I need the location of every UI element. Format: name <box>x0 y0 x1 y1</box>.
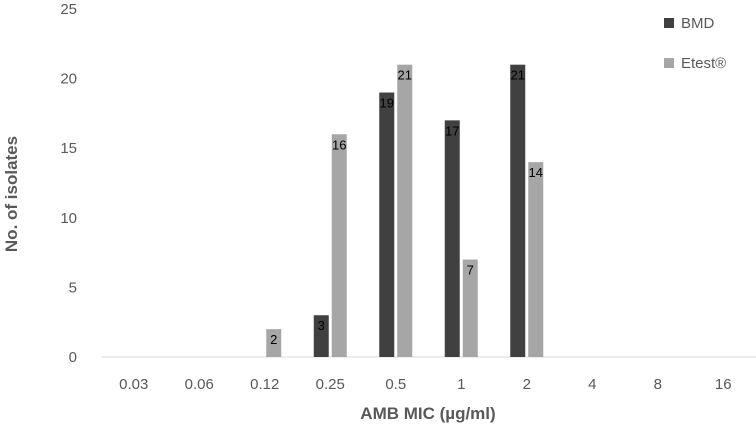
x-tick-label: 2 <box>523 376 531 393</box>
legend-swatch-etest <box>664 58 674 68</box>
bar-etest <box>397 64 413 358</box>
y-tick-label: 20 <box>60 71 77 88</box>
x-tick-label: 0.25 <box>316 376 345 393</box>
bar-label-bmd: 3 <box>318 318 325 333</box>
x-tick-label: 0.12 <box>250 376 279 393</box>
bar-bmd <box>510 64 526 358</box>
y-tick-label: 25 <box>60 1 77 18</box>
bar-label-bmd: 17 <box>445 123 459 138</box>
y-axis-ticks: 0 5 10 15 20 25 <box>60 1 77 366</box>
y-tick-label: 5 <box>69 279 77 296</box>
bar-label-etest: 14 <box>529 165 543 180</box>
x-tick-label: 16 <box>715 376 732 393</box>
y-tick-label: 15 <box>60 140 77 157</box>
bar-label-etest: 21 <box>398 68 412 83</box>
bar-label-etest: 7 <box>467 263 474 278</box>
x-tick-label: 8 <box>654 376 662 393</box>
y-axis-title: No. of isolates <box>2 136 21 252</box>
bar-label-etest: 16 <box>332 137 346 152</box>
x-tick-label: 4 <box>588 376 596 393</box>
legend-swatch-bmd <box>664 18 674 28</box>
bar-series <box>266 64 544 358</box>
bar-bmd <box>444 120 460 357</box>
bar-bmd <box>379 92 395 358</box>
bar-data-labels: 3 19 17 21 2 16 21 7 14 <box>270 68 543 347</box>
x-tick-label: 0.06 <box>185 376 214 393</box>
bar-etest <box>462 259 478 357</box>
x-axis-title: AMB MIC (µg/ml) <box>360 404 495 423</box>
bar-bmd <box>313 315 329 357</box>
x-tick-label: 1 <box>457 376 465 393</box>
bar-etest <box>266 329 282 357</box>
bar-etest <box>331 134 347 357</box>
legend: BMD Etest® <box>664 15 726 72</box>
bar-etest <box>528 162 544 357</box>
y-tick-label: 10 <box>60 210 77 227</box>
bar-label-bmd: 21 <box>511 68 525 83</box>
x-tick-label: 0.03 <box>119 376 148 393</box>
bar-label-bmd: 19 <box>380 96 394 111</box>
legend-label-etest: Etest® <box>681 55 726 72</box>
x-axis-ticks: 0.03 0.06 0.12 0.25 0.5 1 2 4 8 16 <box>119 376 731 393</box>
y-tick-label: 0 <box>69 349 77 366</box>
bar-label-etest: 2 <box>270 332 277 347</box>
x-tick-label: 0.5 <box>385 376 406 393</box>
legend-label-bmd: BMD <box>681 15 715 32</box>
